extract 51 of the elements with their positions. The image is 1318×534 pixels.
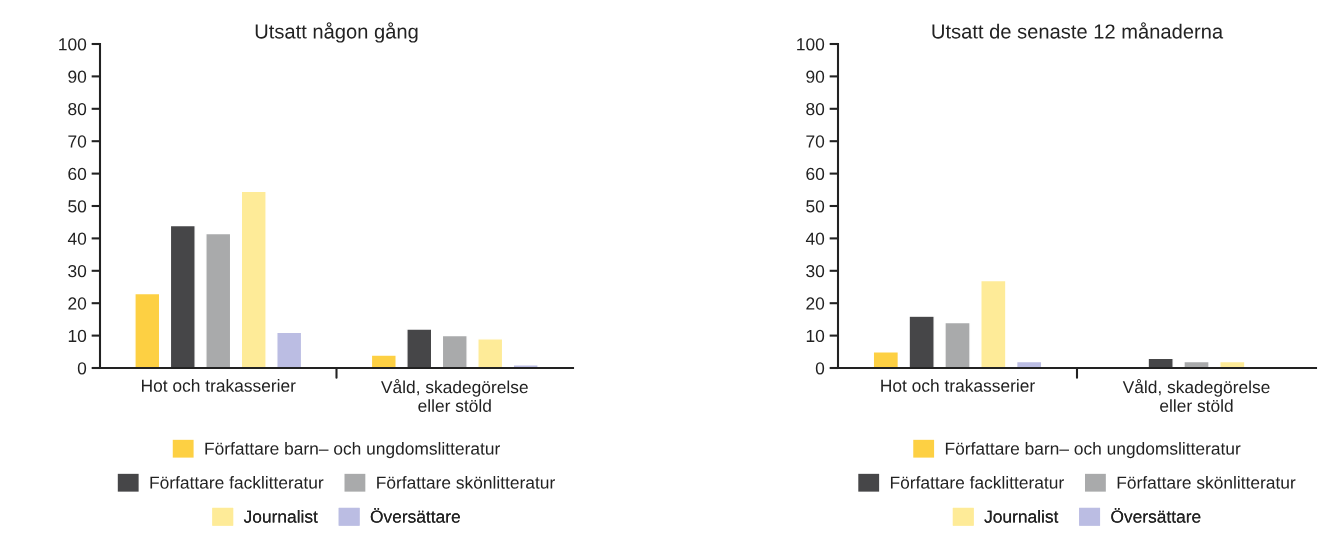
y-tick-label: 0 (77, 362, 87, 375)
x-tick-label: Hot och trakasserier (881, 379, 1035, 392)
bar (169, 224, 196, 368)
y-tick-label: 40 (67, 232, 87, 245)
bar (370, 354, 397, 368)
bar (134, 292, 161, 368)
legend-label: Författare barn– och ungdomslitteratur (945, 442, 1241, 459)
legend-label: Författare barn– och ungdomslitteratur (205, 442, 500, 459)
y-tick-label: 40 (805, 232, 825, 245)
bar (477, 338, 504, 368)
y-tick-label: 50 (806, 200, 825, 213)
y-tick-label: 70 (68, 135, 87, 148)
bar (872, 351, 900, 368)
y-tick-label: 50 (68, 200, 87, 213)
y-tick-label: 30 (68, 264, 87, 278)
y-tick-label: 80 (68, 102, 87, 116)
legend-label: Författare skönlitteratur (1117, 476, 1296, 489)
legend-label: Författare skönlitteratur (377, 476, 555, 489)
bar (240, 190, 267, 368)
bar (276, 331, 303, 368)
y-tick-label: 20 (68, 297, 87, 310)
y-tick-label: 90 (68, 70, 87, 83)
y-tick-label: 90 (806, 70, 825, 83)
legend-label: Översättare (1111, 508, 1201, 523)
y-tick-label: 60 (68, 167, 87, 181)
bar (205, 232, 232, 368)
y-tick-label: 60 (806, 167, 825, 181)
legend-label: Journalist (243, 510, 318, 523)
x-tick-label: Hot och trakasserier (142, 379, 296, 392)
y-tick-label: 30 (806, 264, 825, 278)
legend-label: Författare facklitteratur (890, 476, 1064, 489)
y-tick-label: 0 (815, 362, 825, 375)
y-tick-label: 100 (797, 38, 825, 51)
legend-label: Journalist (984, 510, 1059, 523)
chart-title: Utsatt de senaste 12 månaderna (932, 22, 1224, 39)
chart-title: Utsatt någon gång (255, 22, 418, 43)
x-tick-label: Våld, skadegörelse eller stöld (381, 379, 528, 412)
bar (908, 315, 935, 368)
y-tick-label: 10 (68, 329, 87, 343)
legend-label: Författare facklitteratur (150, 476, 324, 489)
bar (980, 279, 1007, 368)
bar (406, 328, 433, 368)
y-tick-label: 20 (806, 297, 825, 310)
y-tick-label: 10 (806, 329, 825, 343)
y-tick-label: 80 (806, 102, 825, 116)
bar (944, 321, 971, 368)
y-tick-label: 100 (59, 38, 87, 51)
legend-label: Översättare (370, 508, 460, 523)
x-tick-label: Våld, skadegörelse eller stöld (1122, 379, 1270, 412)
bar (441, 334, 468, 368)
y-tick-label: 70 (806, 135, 825, 148)
